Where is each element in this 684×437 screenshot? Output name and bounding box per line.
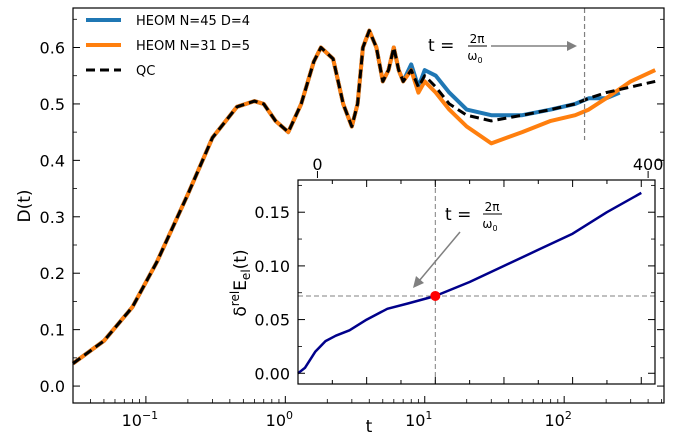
inset-y-tick-label-0: 0.00 [254, 364, 290, 383]
inset-annotation-denominator: ω0 [482, 217, 497, 233]
main-annotation-denominator: ω0 [467, 49, 482, 65]
x-tick-label-1: 100 [266, 409, 293, 430]
y-tick-label-3: 0.3 [40, 208, 65, 227]
inset-y-tick-label-3: 0.15 [254, 203, 290, 222]
y-tick-label-6: 0.6 [40, 39, 65, 58]
inset-annotation: t = 2π ω0 [413, 200, 502, 288]
x-tick-label-0: 10−1 [122, 409, 159, 430]
inset-y-tick-label-1: 0.05 [254, 311, 290, 330]
legend-label-2: QC [136, 64, 155, 79]
main-series-line-2 [72, 29, 656, 365]
main-axes-frame [72, 7, 665, 404]
x-axis-label: t [366, 417, 373, 437]
y-tick-label-2: 0.2 [40, 264, 65, 283]
inset-y-tick-label-2: 0.10 [254, 257, 290, 276]
inset-axes: 0.00 0.05 0.10 0.15 [254, 179, 656, 385]
x-tick-label-2: 101 [405, 409, 432, 430]
y-tick-label-0: 0.0 [40, 377, 65, 396]
main-annotation: t = 2π ω0 [428, 32, 577, 65]
top-tick-label-0: 0 [312, 155, 322, 174]
legend: HEOM N=45 D=4 HEOM N=31 D=5 QC [86, 14, 250, 79]
inset-series-group [297, 191, 642, 375]
inset-annotation-prefix: t = [445, 205, 471, 225]
legend-label-0: HEOM N=45 D=4 [136, 14, 250, 29]
main-series-group [71, 28, 657, 366]
main-annotation-prefix: t = [428, 36, 454, 56]
y-tick-label-4: 0.4 [40, 151, 65, 170]
inset-annotation-numerator: 2π [485, 200, 500, 214]
inset-y-axis-label: δrelEel(t) [228, 249, 253, 316]
top-tick-label-1: 400 [633, 155, 664, 174]
y-tick-label-1: 0.1 [40, 321, 65, 340]
x-tick-label-3: 102 [544, 409, 571, 430]
inset-background [298, 180, 655, 384]
inset-axes-frame [297, 179, 656, 385]
legend-label-1: HEOM N=31 D=5 [136, 39, 250, 54]
main-annotation-numerator: 2π [470, 32, 485, 46]
main-annotation-arrowhead [567, 41, 577, 51]
main-axes: 0.0 0.1 0.2 0.3 0.4 0.5 0.6 10−1 100 101 102 0 400 [40, 7, 665, 430]
inset-guides [298, 180, 655, 384]
inset-marker [430, 290, 441, 301]
inset-annotation-arrow [418, 231, 461, 282]
inset-series-line-0 [297, 191, 642, 375]
y-axis-label: D(t) [15, 189, 35, 222]
inset-annotation-arrowhead [413, 276, 424, 288]
y-tick-label-5: 0.5 [40, 95, 65, 114]
